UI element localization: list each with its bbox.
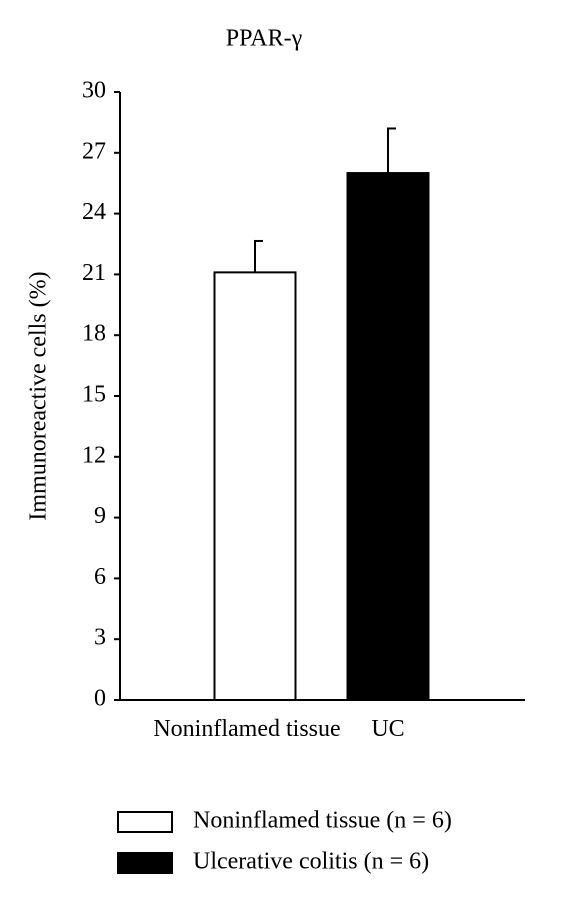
bar [346,172,430,702]
legend-swatch [117,811,173,833]
y-tick-label: 9 [94,503,106,529]
x-tick-label: UC [371,716,405,742]
y-tick-label: 3 [94,625,106,651]
y-tick-label: 6 [94,564,106,590]
legend-label: Ulcerative colitis (n = 6) [193,849,429,875]
legend-swatch [117,852,173,874]
chart-title: PPAR-γ [226,26,303,52]
y-tick-label: 24 [82,199,106,225]
y-axis-label: Immunoreactive cells (%) [26,271,52,520]
y-tick-label: 30 [82,78,106,104]
y-tick-label: 0 [94,686,106,712]
y-tick-label: 12 [82,442,106,468]
bar [213,271,297,701]
y-tick-label: 15 [82,382,106,408]
y-tick-label: 27 [82,138,106,164]
y-tick-label: 21 [82,260,106,286]
x-tick-label: Noninflamed tissue [153,716,341,742]
legend-label: Noninflamed tissue (n = 6) [193,808,452,834]
y-tick-label: 18 [82,321,106,347]
